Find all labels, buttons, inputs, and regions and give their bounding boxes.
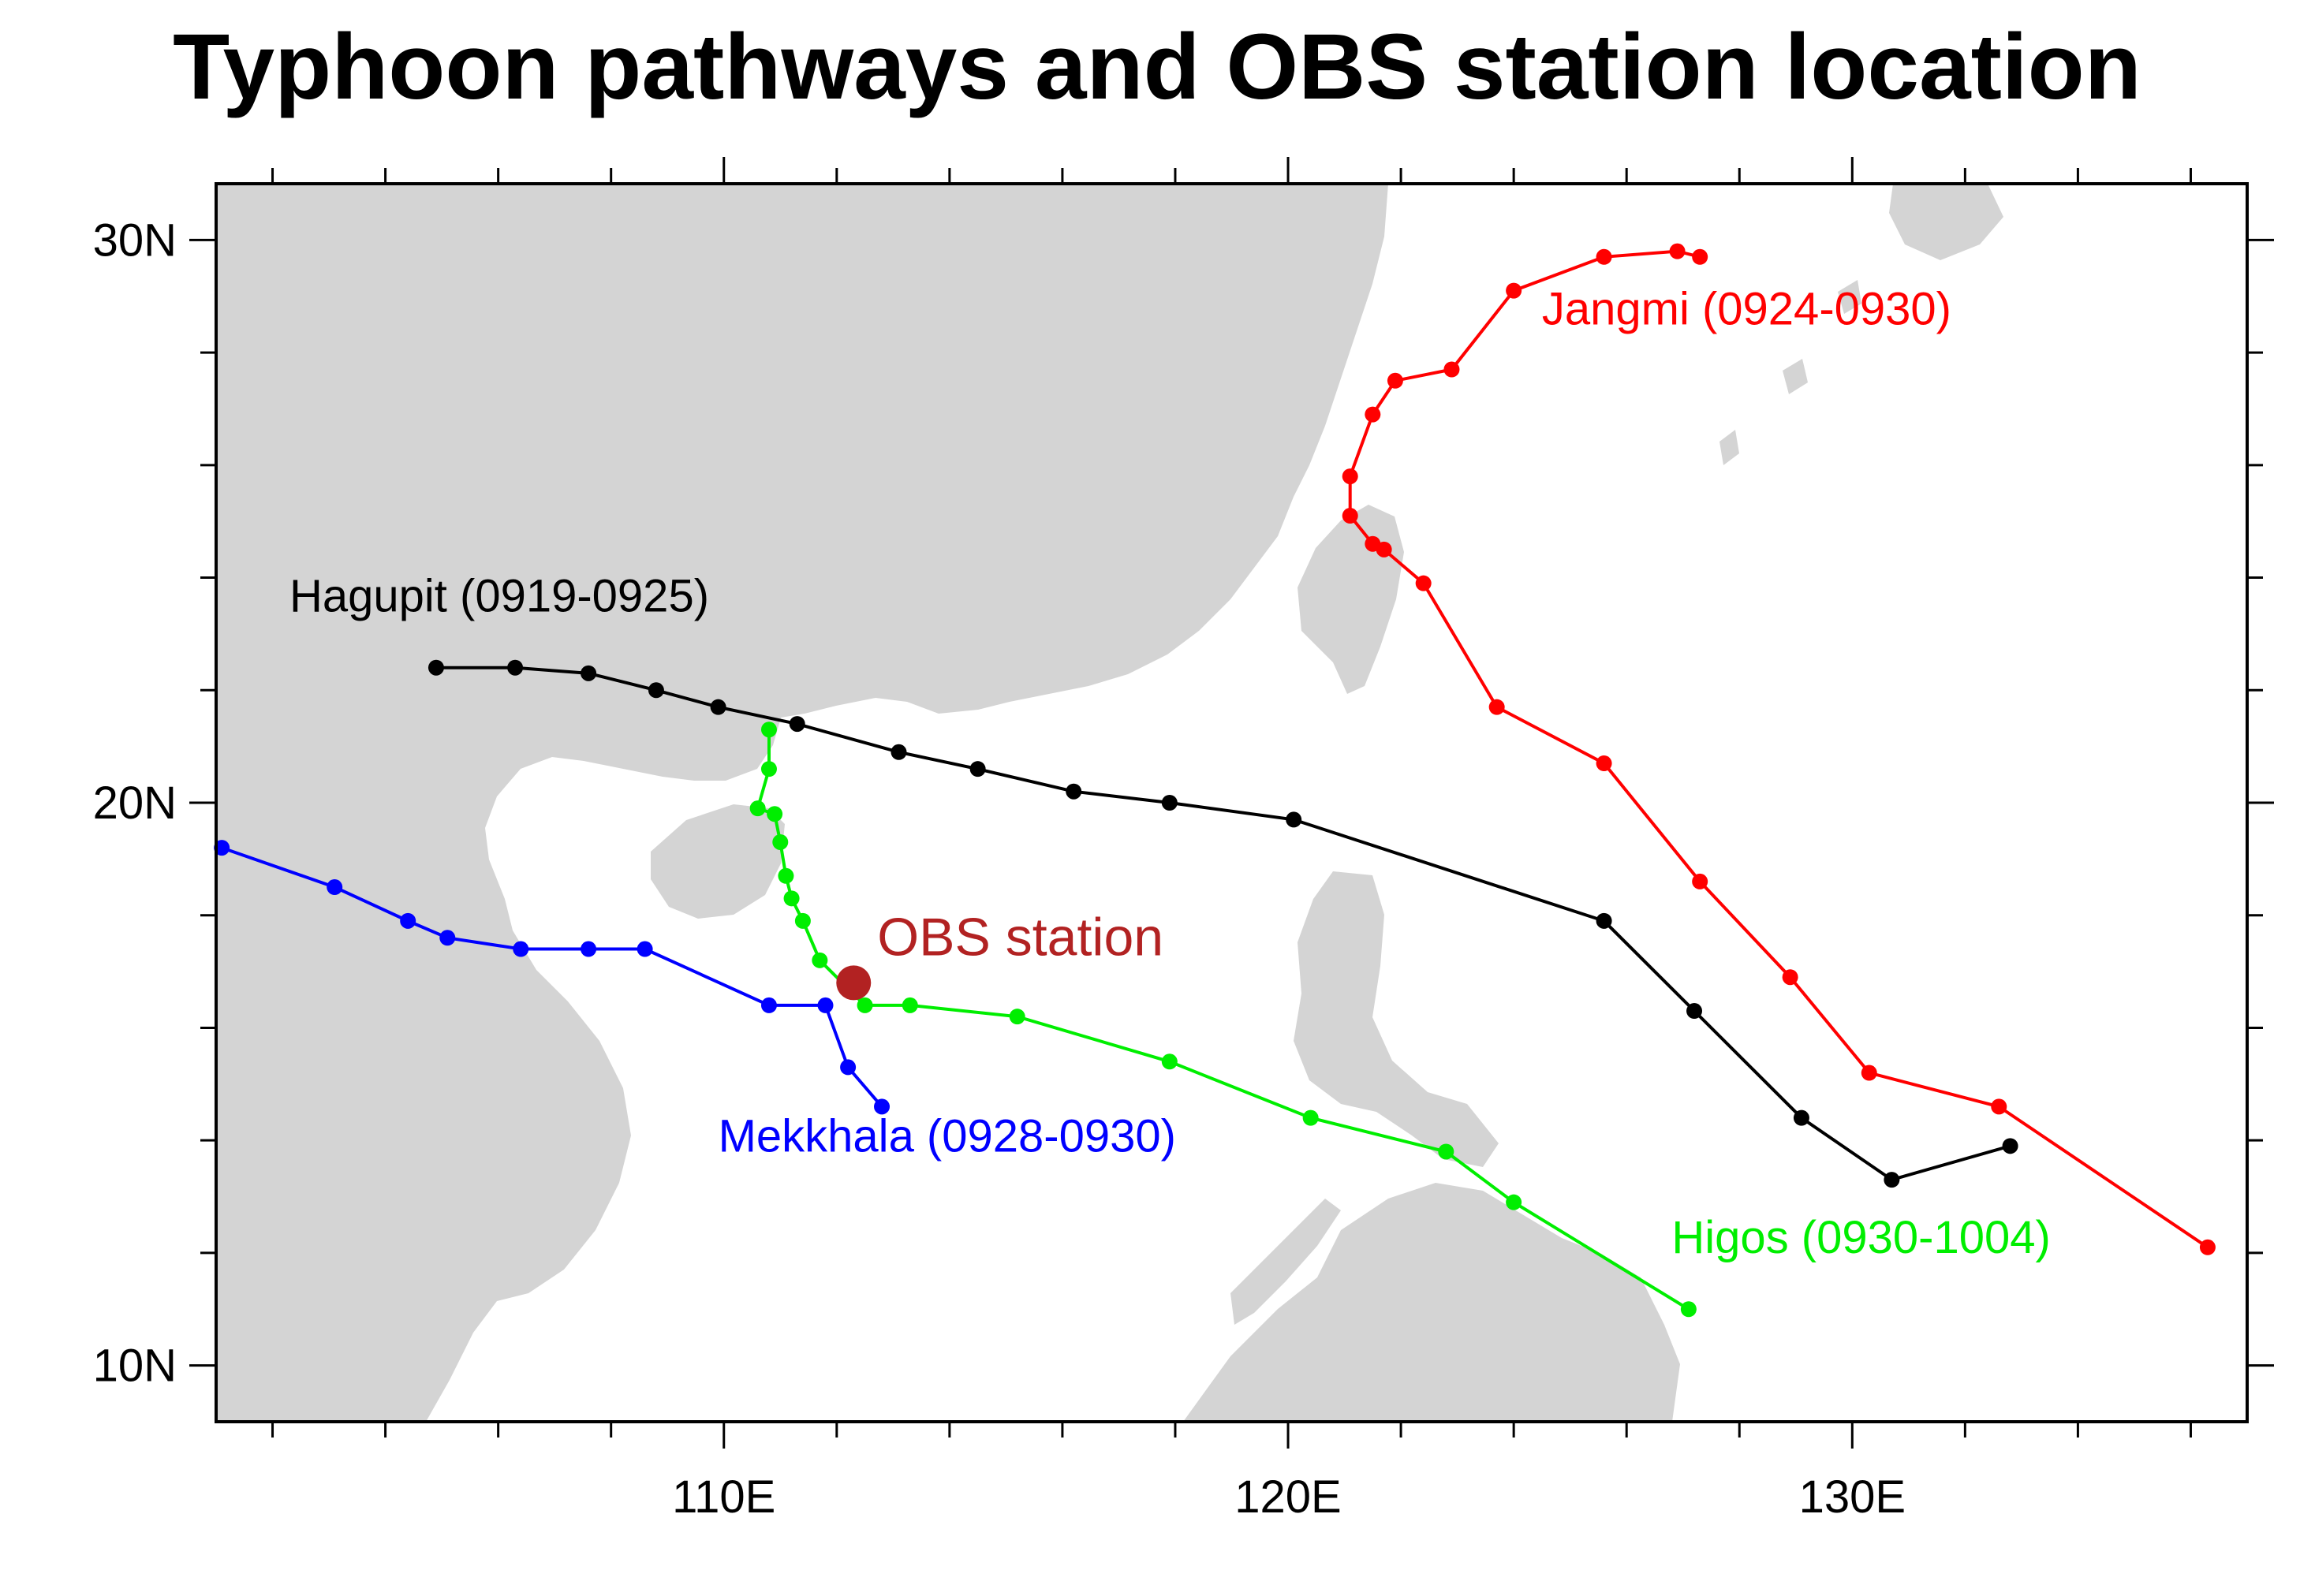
grid-ticks bbox=[189, 157, 2274, 1449]
track-label: Jangmi (0924-0930) bbox=[1542, 283, 1951, 334]
axis-labels: 110E 120E 130E 10N 20N 30N bbox=[93, 214, 1906, 1523]
track-point bbox=[817, 997, 834, 1013]
track-point bbox=[1680, 1301, 1697, 1318]
track-point bbox=[783, 890, 800, 907]
land-layer bbox=[216, 184, 2003, 1422]
track-point bbox=[637, 941, 653, 957]
track-point bbox=[428, 659, 444, 676]
track-point bbox=[812, 952, 828, 968]
x-tick-label: 130E bbox=[1799, 1471, 1906, 1523]
track-point bbox=[1596, 248, 1612, 265]
track-point bbox=[760, 761, 777, 777]
land-luzon bbox=[1294, 871, 1499, 1167]
track-point bbox=[1443, 361, 1460, 378]
track-point bbox=[857, 997, 873, 1013]
track-point bbox=[1692, 248, 1708, 265]
track-point bbox=[1302, 1109, 1319, 1126]
track-point bbox=[507, 659, 524, 676]
plot-area: Hagupit (0919-0925) Jangmi (0924-0930) Mek… bbox=[189, 157, 2274, 1449]
track-point bbox=[760, 997, 777, 1013]
track-point bbox=[1782, 969, 1798, 986]
y-tick-label: 20N bbox=[93, 777, 177, 829]
y-tick-label: 10N bbox=[93, 1341, 177, 1392]
track-label: Mekkhala (0928-0930) bbox=[719, 1110, 1176, 1162]
track-point bbox=[1438, 1143, 1454, 1160]
track-point bbox=[1596, 755, 1612, 772]
track-point bbox=[749, 800, 766, 817]
track-point bbox=[648, 682, 664, 699]
track-point bbox=[1686, 1003, 1703, 1020]
track-point bbox=[1506, 282, 1522, 299]
track-point bbox=[1376, 541, 1392, 557]
x-tick-label: 110E bbox=[672, 1471, 775, 1523]
track-point bbox=[1884, 1172, 1900, 1188]
obs-station-marker: OBS station bbox=[836, 907, 1163, 1001]
track-point bbox=[710, 699, 726, 715]
track-mekkhala: Mekkhala (0928-0930) bbox=[214, 840, 1176, 1162]
track-point bbox=[1861, 1065, 1877, 1081]
track-point bbox=[1066, 783, 1082, 800]
track-higos: Higos (0930-1004) bbox=[749, 722, 2051, 1318]
plot-frame bbox=[215, 182, 2249, 1423]
obs-station-dot bbox=[836, 965, 872, 1001]
track-label: Hagupit (0919-0925) bbox=[289, 570, 709, 621]
y-tick-label: 30N bbox=[93, 214, 177, 266]
track-hagupit: Hagupit (0919-0925) bbox=[289, 570, 2018, 1188]
track-point bbox=[969, 761, 986, 777]
track-point bbox=[1415, 575, 1432, 591]
track-point bbox=[874, 1098, 891, 1115]
track-point bbox=[789, 716, 805, 733]
track-point bbox=[400, 912, 416, 929]
land-visayas-mindanao bbox=[1183, 1183, 1680, 1422]
track-label: Higos (0930-1004) bbox=[1671, 1212, 2050, 1263]
map-title: Typhoon pathways and OBS station locatio… bbox=[173, 15, 2141, 119]
track-point bbox=[513, 941, 529, 957]
track-point bbox=[1161, 795, 1178, 811]
track-jangmi: Jangmi (0924-0930) bbox=[1342, 243, 2216, 1255]
land-palawan bbox=[1230, 1199, 1341, 1325]
track-point bbox=[1991, 1098, 2007, 1115]
land-kyushu bbox=[1889, 184, 2003, 260]
obs-station-label: OBS station bbox=[877, 907, 1163, 967]
track-point bbox=[1669, 243, 1686, 259]
track-point bbox=[2002, 1138, 2018, 1154]
track-point bbox=[2199, 1239, 2216, 1255]
track-point bbox=[214, 840, 230, 856]
track-point bbox=[581, 941, 597, 957]
track-point bbox=[778, 867, 794, 884]
track-point bbox=[1488, 699, 1505, 715]
track-point bbox=[1596, 912, 1612, 929]
land-hainan bbox=[651, 804, 785, 919]
typhoon-tracks: Hagupit (0919-0925) Jangmi (0924-0930) Mek… bbox=[214, 243, 2216, 1318]
track-point bbox=[891, 744, 907, 760]
track-point bbox=[581, 665, 597, 681]
track-point bbox=[902, 997, 918, 1013]
track-point bbox=[772, 833, 789, 850]
track-point bbox=[794, 912, 811, 929]
track-point bbox=[840, 1059, 857, 1076]
land-mainland-asia bbox=[216, 184, 1388, 1422]
track-point bbox=[1342, 468, 1358, 485]
track-point bbox=[439, 930, 456, 946]
track-point bbox=[767, 806, 783, 822]
track-point bbox=[1387, 372, 1403, 389]
track-point bbox=[1286, 811, 1302, 828]
track-point bbox=[1365, 406, 1381, 423]
track-point bbox=[327, 879, 343, 896]
track-point bbox=[1506, 1194, 1522, 1210]
track-point bbox=[1793, 1109, 1809, 1126]
track-point bbox=[1692, 873, 1708, 889]
track-point bbox=[1009, 1009, 1025, 1025]
track-point bbox=[760, 722, 777, 738]
land-ryukyu-islands bbox=[1719, 280, 1861, 465]
track-point bbox=[1161, 1053, 1178, 1070]
x-tick-label: 120E bbox=[1234, 1471, 1341, 1523]
track-point bbox=[1342, 508, 1358, 524]
track-line bbox=[436, 666, 2011, 1182]
